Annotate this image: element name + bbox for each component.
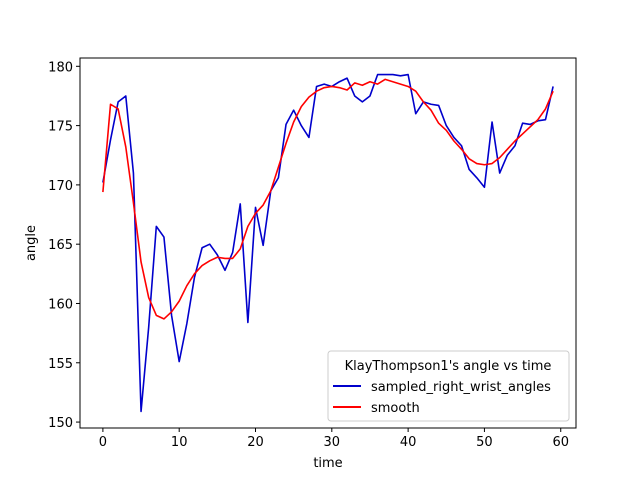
y-tick-label: 180 bbox=[48, 60, 73, 75]
x-tick-label: 50 bbox=[476, 435, 493, 450]
x-axis-label: time bbox=[313, 456, 342, 471]
x-tick-label: 0 bbox=[99, 435, 107, 450]
ticks-layer: 0 10 20 30 40 50 60 150 155 160 165 170 175 180 bbox=[48, 60, 569, 450]
series-line-sampled-right-wrist-angles bbox=[102, 73, 554, 413]
y-tick-label: 165 bbox=[48, 238, 73, 253]
y-tick-label: 150 bbox=[48, 416, 73, 431]
legend: KlayThompson1's angle vs time sampled_ri… bbox=[327, 350, 570, 422]
x-tick-label: 30 bbox=[324, 435, 341, 450]
series-layer bbox=[102, 73, 554, 413]
y-tick-label: 155 bbox=[48, 357, 73, 372]
x-tick-label: 10 bbox=[171, 435, 188, 450]
y-axis-label: angle bbox=[24, 225, 39, 261]
y-tick-label: 175 bbox=[48, 120, 73, 135]
x-tick-label: 60 bbox=[552, 435, 569, 450]
legend-label-sampled: sampled_right_wrist_angles bbox=[371, 380, 551, 395]
legend-box bbox=[327, 350, 570, 422]
plot-frame bbox=[79, 57, 577, 429]
y-tick-label: 160 bbox=[48, 297, 73, 312]
x-tick-label: 20 bbox=[247, 435, 264, 450]
legend-label-smooth: smooth bbox=[371, 401, 420, 416]
series-line-smooth bbox=[102, 78, 554, 320]
x-tick-label: 40 bbox=[400, 435, 417, 450]
y-tick-label: 170 bbox=[48, 179, 73, 194]
legend-title: KlayThompson1's angle vs time bbox=[345, 359, 552, 374]
